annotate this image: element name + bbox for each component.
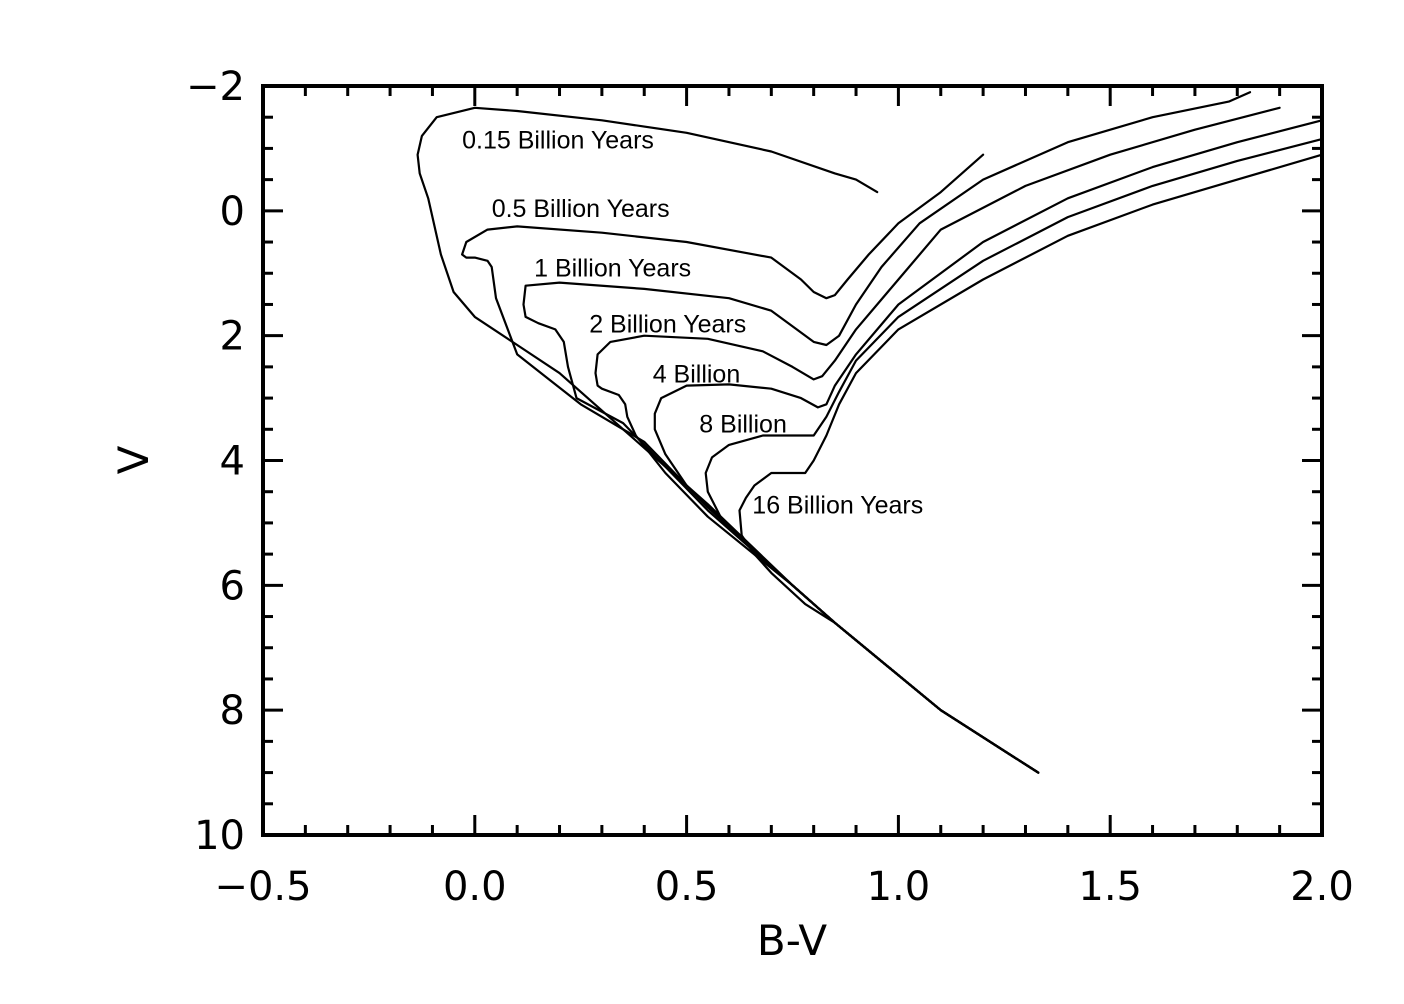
isochrone-label-4: 4 Billion <box>653 361 741 389</box>
x-tick-label: 2.0 <box>1290 864 1354 910</box>
isochrone-curve-2 <box>522 91 1252 774</box>
isochrone-label-0: 0.15 Billion Years <box>462 126 654 154</box>
y-tick-label: 0 <box>220 189 245 235</box>
y-tick-label: 10 <box>194 813 245 859</box>
isochrone-curve-6 <box>738 153 1324 774</box>
y-tick-label: 2 <box>220 314 245 360</box>
y-axis-title: V <box>109 445 158 474</box>
y-tick-label: 6 <box>220 563 245 609</box>
y-tick-label: 4 <box>220 439 245 485</box>
x-tick-labels: −0.5 0.0 0.5 1.0 1.5 2.0 <box>214 864 1353 910</box>
axis-ticks <box>261 84 1324 837</box>
isochrone-curve-5 <box>704 138 1324 774</box>
isochrone-curve-4 <box>653 119 1324 774</box>
isochrone-label-1: 0.5 Billion Years <box>492 195 670 223</box>
isochrone-label-6: 16 Billion Years <box>752 492 923 520</box>
x-tick-label: 1.5 <box>1078 864 1142 910</box>
x-tick-label: 0.5 <box>655 864 719 910</box>
isochrone-label-3: 2 Billion Years <box>589 311 746 339</box>
x-tick-label: −0.5 <box>214 864 311 910</box>
y-tick-labels: −2 0 2 4 6 8 10 <box>186 64 245 859</box>
x-axis-title: B-V <box>757 916 828 965</box>
isochrone-curves <box>416 91 1324 774</box>
isochrone-curve-1 <box>461 153 1040 774</box>
isochrone-label-2: 1 Billion Years <box>534 254 691 282</box>
x-tick-label: 0.0 <box>443 864 507 910</box>
y-tick-label: −2 <box>186 64 245 110</box>
isochrone-label-5: 8 Billion <box>699 410 787 438</box>
plot-frame <box>261 84 1324 837</box>
isochrone-labels: 0.15 Billion Years 0.5 Billion Years 1 Bil… <box>462 126 923 519</box>
y-tick-label: 8 <box>220 688 245 734</box>
x-tick-label: 1.0 <box>867 864 931 910</box>
isochrone-curve-3 <box>594 106 1281 774</box>
